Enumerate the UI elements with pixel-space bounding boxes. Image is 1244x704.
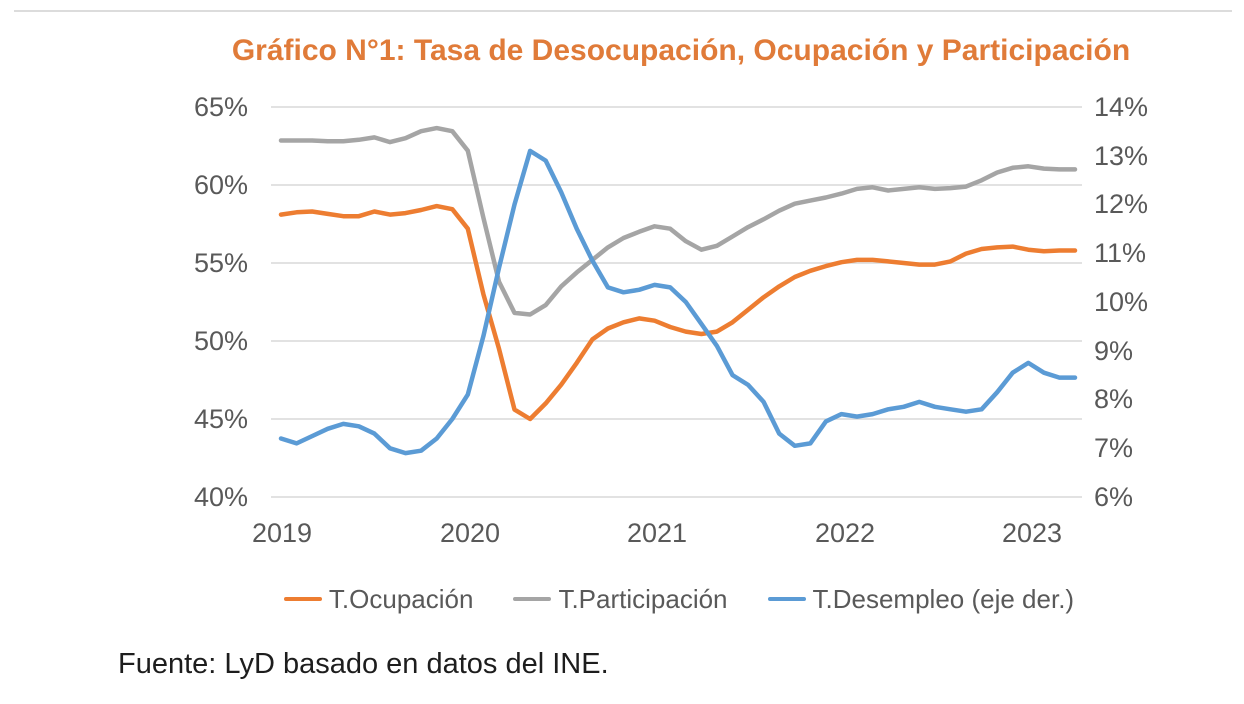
right-axis-tick: 12%	[1094, 189, 1149, 219]
legend-item-desempleo: T.Desempleo (eje der.)	[767, 583, 1075, 615]
x-axis-tick-2023: 2023	[1001, 518, 1063, 548]
legend-label: T.Ocupación	[328, 583, 474, 614]
left-axis-tick: 55%	[193, 248, 248, 278]
right-axis-tick: 9%	[1094, 336, 1134, 366]
chart-legend: T.Ocupación T.Participación T.Desempleo …	[221, 580, 1137, 618]
left-axis-tick: 45%	[193, 404, 248, 434]
series-lines	[278, 125, 1078, 456]
x-axis-tick-2021: 2021	[626, 518, 688, 548]
chart-title: Gráfico N°1: Tasa de Desocupación, Ocupa…	[231, 34, 1131, 67]
series-line-t-participaci-n	[278, 125, 1078, 317]
right-axis-tick: 11%	[1094, 238, 1147, 268]
series-line-t-desempleo-eje-der	[278, 148, 1078, 456]
legend-item-participacion: T.Participación	[513, 583, 728, 615]
source-note: Fuente: LyD basado en datos del INE.	[118, 648, 609, 680]
legend-line-swatch-blue	[767, 596, 806, 602]
left-axis-tick: 50%	[193, 326, 248, 356]
legend-label: T.Desempleo (eje der.)	[812, 583, 1075, 614]
gridlines	[271, 106, 1082, 498]
legend-item-ocupacion: T.Ocupación	[283, 583, 474, 615]
right-axis-tick: 6%	[1094, 482, 1134, 512]
left-axis-tick: 65%	[193, 92, 248, 122]
left-axis-tick: 60%	[193, 170, 248, 200]
x-axis-tick-2019: 2019	[251, 518, 313, 548]
x-axis-tick-2022: 2022	[814, 518, 876, 548]
top-border-rule	[14, 10, 1232, 12]
right-axis-tick: 13%	[1094, 141, 1149, 171]
series-line-t-ocupaci-n	[278, 203, 1078, 422]
right-axis-tick: 8%	[1094, 384, 1134, 414]
legend-line-swatch-orange	[283, 596, 322, 602]
right-axis-tick: 7%	[1094, 433, 1134, 463]
right-axis-tick: 14%	[1094, 92, 1149, 122]
x-axis-tick-2020: 2020	[439, 518, 501, 548]
left-axis-tick: 40%	[193, 482, 248, 512]
right-axis-tick: 10%	[1094, 287, 1149, 317]
legend-label: T.Participación	[558, 583, 728, 614]
legend-line-swatch-gray	[513, 596, 552, 602]
